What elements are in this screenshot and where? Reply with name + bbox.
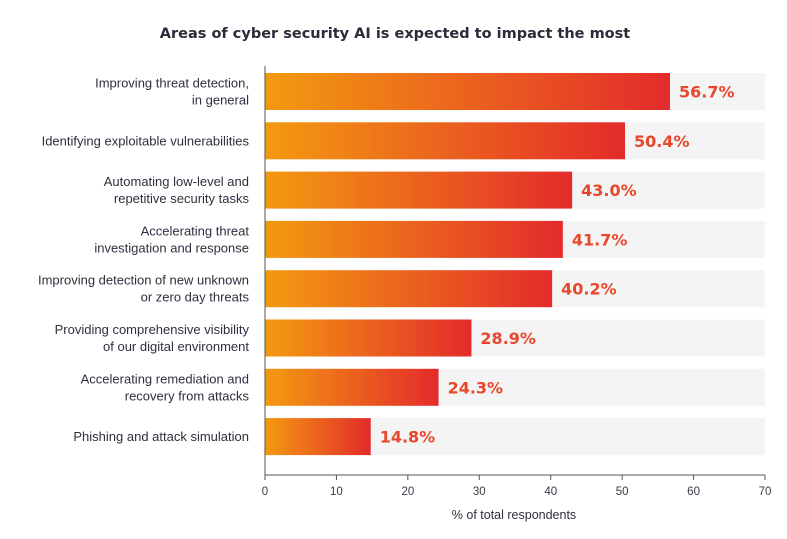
bars xyxy=(265,73,670,456)
chart-title: Areas of cyber security AI is expected t… xyxy=(160,26,630,42)
x-axis-title: % of total respondents xyxy=(452,508,576,522)
bar xyxy=(265,270,553,308)
x-tick-label: 40 xyxy=(544,486,557,498)
category-label: Providing comprehensive visibility of our… xyxy=(55,322,250,354)
x-axis: 0 10 20 30 40 50 60 70 xyxy=(262,66,772,498)
x-tick-label: 60 xyxy=(687,486,700,498)
bar xyxy=(265,418,371,456)
value-label: 14.8% xyxy=(380,428,436,447)
x-tick-label: 30 xyxy=(473,486,486,498)
bar xyxy=(265,319,472,357)
x-tick-label: 70 xyxy=(759,486,772,498)
value-label: 56.7% xyxy=(679,83,735,102)
category-label: Identifying exploitable vulnerabilities xyxy=(42,133,250,148)
category-label-line: Accelerating threat xyxy=(141,223,250,238)
category-labels: Improving threat detection, in general Ide… xyxy=(38,76,250,445)
category-label: Automating low-level and repetitive secur… xyxy=(104,174,250,206)
value-label: 40.2% xyxy=(561,280,617,299)
category-label-line: repetitive security tasks xyxy=(114,191,250,206)
category-label-line: Accelerating remediation and xyxy=(81,371,249,386)
category-label-line: recovery from attacks xyxy=(125,388,250,403)
category-label-line: Improving threat detection, xyxy=(95,76,249,91)
x-tick-label: 0 xyxy=(262,486,268,498)
category-label-line: Phishing and attack simulation xyxy=(73,429,249,444)
category-label: Accelerating threat investigation and res… xyxy=(94,223,249,255)
value-label: 50.4% xyxy=(634,132,690,151)
category-label-line: Providing comprehensive visibility xyxy=(55,322,250,337)
bar xyxy=(265,171,573,209)
category-label-line: in general xyxy=(192,93,249,108)
category-label-line: of our digital environment xyxy=(103,339,249,354)
x-tick-label: 50 xyxy=(616,486,629,498)
bar xyxy=(265,122,625,160)
value-label: 24.3% xyxy=(448,378,504,397)
x-tick-label: 10 xyxy=(330,486,343,498)
bar xyxy=(265,368,439,406)
value-labels: 56.7% 50.4% 43.0% 41.7% 40.2% 28.9% 24.3% 14.8% xyxy=(380,83,735,447)
category-label: Improving detection of new unknown or zer… xyxy=(38,273,250,305)
category-label: Accelerating remediation and recovery fro… xyxy=(81,371,250,403)
value-label: 41.7% xyxy=(572,230,628,249)
category-label-line: Automating low-level and xyxy=(104,174,249,189)
value-label: 43.0% xyxy=(581,181,637,200)
x-tick-label: 20 xyxy=(401,486,414,498)
category-label-line: or zero day threats xyxy=(141,290,250,305)
category-label-line: investigation and response xyxy=(94,240,249,255)
category-label: Phishing and attack simulation xyxy=(73,429,249,444)
category-label-line: Identifying exploitable vulnerabilities xyxy=(42,133,250,148)
category-label-line: Improving detection of new unknown xyxy=(38,273,249,288)
bar xyxy=(265,73,670,110)
value-label: 28.9% xyxy=(480,329,536,348)
category-label: Improving threat detection, in general xyxy=(95,76,249,108)
bar xyxy=(265,220,563,258)
